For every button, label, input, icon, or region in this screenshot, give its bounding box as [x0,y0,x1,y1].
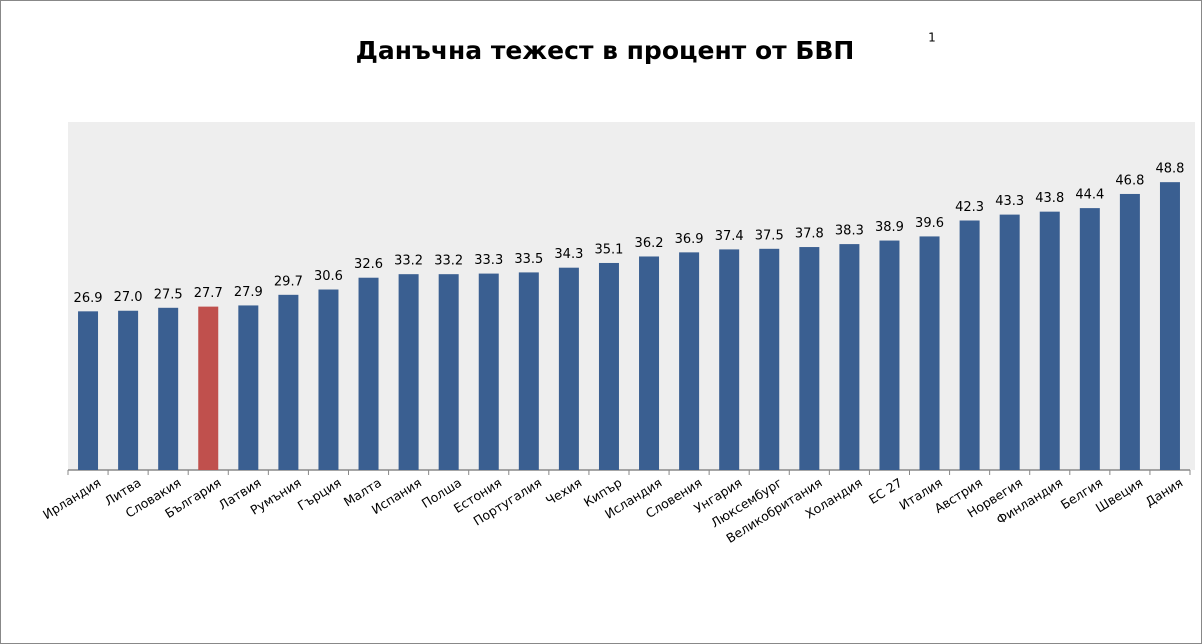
bar [478,273,499,470]
bar [679,252,700,470]
bar [398,274,419,470]
value-label: 33.5 [514,252,543,267]
bar [358,277,379,470]
value-label: 27.7 [194,286,223,301]
value-label: 37.4 [715,229,744,244]
value-label: 39.6 [915,216,944,231]
bar [78,311,99,470]
bar [999,214,1020,470]
value-label: 46.8 [1115,173,1144,188]
bar [238,305,259,470]
value-label: 30.6 [314,269,343,284]
value-label: 35.1 [594,242,623,257]
value-label: 33.2 [394,254,423,269]
bar [278,294,299,470]
value-label: 44.4 [1075,188,1104,203]
value-label: 36.9 [675,232,704,247]
value-label: 27.9 [234,285,263,300]
value-label: 26.9 [74,291,103,306]
title-note: 1 [928,31,936,45]
bar [1039,211,1060,470]
bar [719,249,740,470]
bar [598,262,619,470]
bar [1119,193,1140,470]
bar [919,236,940,470]
value-label: 48.8 [1155,162,1184,177]
bar [518,272,539,470]
value-label: 37.5 [755,228,784,243]
bar [1079,208,1100,471]
value-label: 38.9 [875,220,904,235]
value-label: 43.8 [1035,191,1064,206]
bar [318,289,339,470]
bar [558,267,579,470]
bar [1159,182,1180,470]
value-label: 37.8 [795,227,824,242]
value-label: 34.3 [554,247,583,262]
value-label: 42.3 [955,200,984,215]
bar [759,248,780,470]
value-label: 33.3 [474,253,503,268]
bar [879,240,900,470]
bar [158,307,179,470]
bar [198,306,219,470]
chart-title: Данъчна тежест в процент от БВП [356,36,855,65]
bar [639,256,660,470]
value-label: 33.2 [434,254,463,269]
value-label: 36.2 [635,236,664,251]
bar [118,310,139,470]
value-label: 27.5 [154,287,183,302]
value-label: 27.0 [114,290,143,305]
value-label: 29.7 [274,274,303,289]
bar [438,274,459,470]
value-label: 43.3 [995,194,1024,209]
value-label: 38.3 [835,224,864,239]
bar [839,244,860,470]
value-label: 32.6 [354,257,383,272]
bar [799,247,820,470]
bar [959,220,980,470]
